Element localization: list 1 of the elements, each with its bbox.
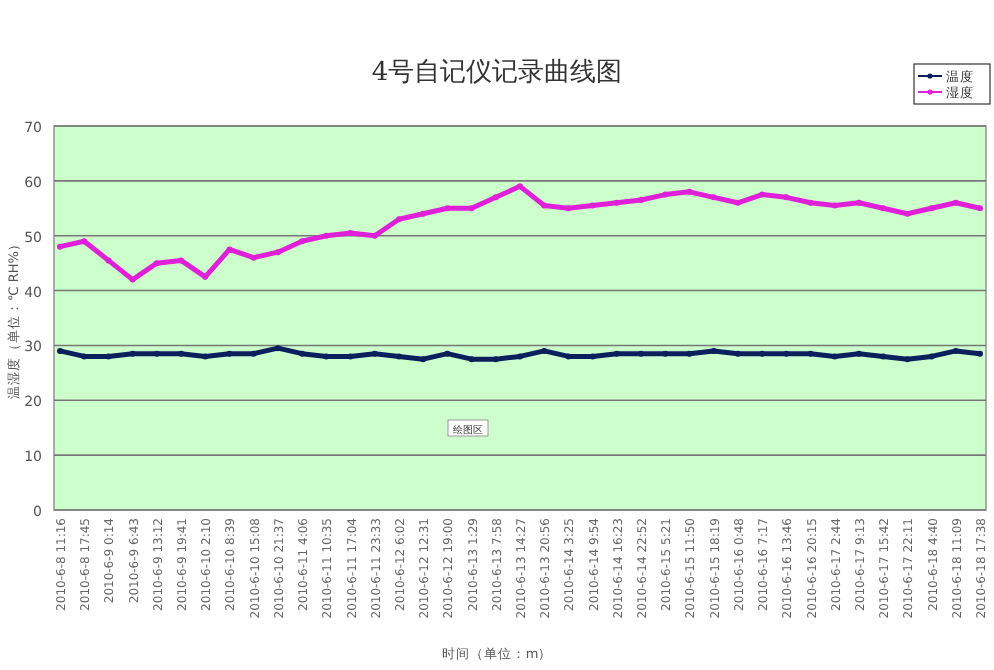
chart-title: 4号自记仪记录曲线图 <box>371 58 623 88</box>
